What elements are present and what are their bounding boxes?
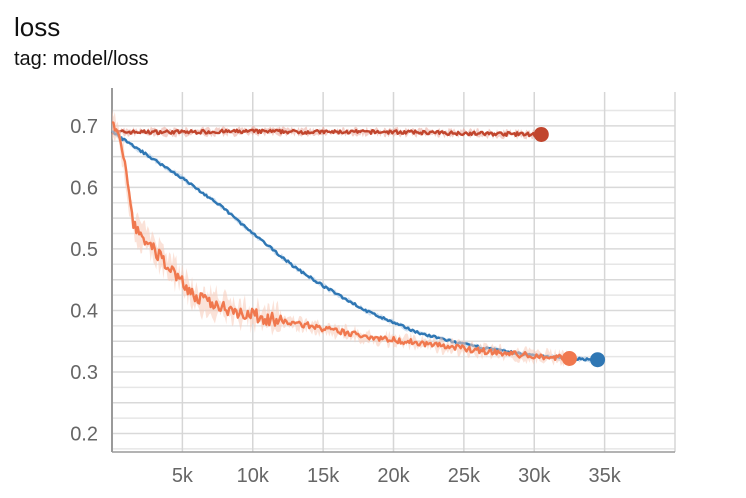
axes xyxy=(111,88,675,453)
series-band xyxy=(112,108,570,368)
x-tick-label: 15k xyxy=(307,465,340,487)
tick-labels: 0.2 0.3 0.4 0.5 0.6 0.7 5k 10k 15k 20k 25k 30k 35k xyxy=(70,116,622,487)
y-tick-label: 0.4 xyxy=(70,300,98,322)
y-tick-label: 0.3 xyxy=(70,362,98,384)
x-tick-label: 25k xyxy=(448,465,481,487)
x-tick-label: 20k xyxy=(377,465,410,487)
series-line xyxy=(111,128,543,138)
series-band xyxy=(112,125,542,140)
y-tick-label: 0.2 xyxy=(70,424,98,446)
x-tick-label: 10k xyxy=(237,465,270,487)
x-tick-label: 5k xyxy=(172,465,194,487)
grid-lines xyxy=(112,92,676,452)
series-end-point xyxy=(590,352,606,368)
series-end-point xyxy=(561,350,577,366)
x-tick-label: 30k xyxy=(518,465,551,487)
chart-title: loss xyxy=(14,12,61,42)
x-tick-label: 35k xyxy=(589,465,622,487)
y-tick-label: 0.7 xyxy=(70,116,98,138)
series-line xyxy=(111,121,571,363)
series-end-point xyxy=(533,126,549,142)
chart-subtitle: tag: model/loss xyxy=(14,48,149,70)
y-tick-label: 0.5 xyxy=(70,239,98,261)
y-tick-label: 0.6 xyxy=(70,177,98,199)
series-layer xyxy=(111,108,606,368)
